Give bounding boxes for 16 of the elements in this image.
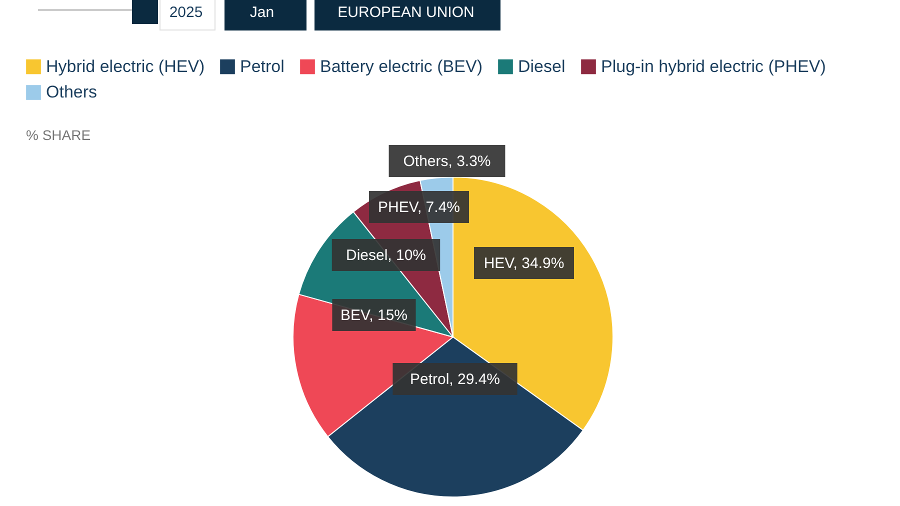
legend-label: Diesel [518, 56, 566, 76]
data-label: Others, 3.3% [403, 153, 491, 170]
data-label: PHEV, 7.4% [378, 199, 460, 216]
text: EUROPEAN UNION [338, 4, 474, 21]
legend-label: Battery electric (BEV) [320, 56, 482, 76]
legend-label: Others [46, 82, 98, 102]
legend-label: Plug-in hybrid electric (PHEV) [601, 56, 826, 76]
text: 2025 [169, 4, 203, 21]
data-label: BEV, 15% [340, 307, 408, 324]
data-label: Diesel, 10% [346, 247, 426, 264]
data-label: Petrol, 29.4% [410, 371, 500, 388]
legend-label: Petrol [240, 56, 284, 76]
text: % SHARE [26, 127, 91, 143]
data-label: HEV, 34.9% [484, 255, 564, 272]
text: Jan [250, 4, 274, 21]
legend-label: Hybrid electric (HEV) [46, 56, 205, 76]
